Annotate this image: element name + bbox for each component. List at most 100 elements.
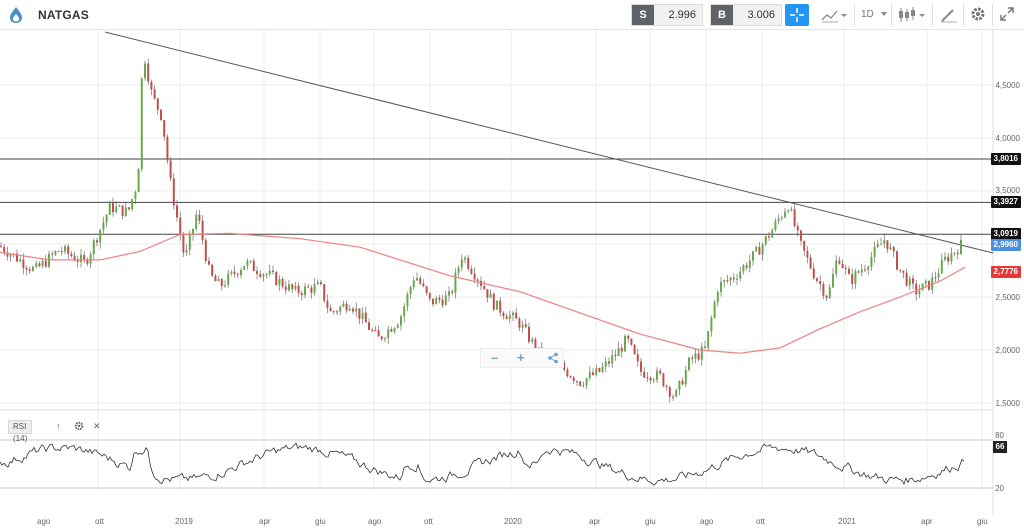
- candle: [124, 207, 127, 216]
- candle: [720, 281, 722, 292]
- current-price-label: 2,9960: [990, 239, 1021, 251]
- candle: [582, 385, 585, 387]
- candle: [684, 369, 687, 385]
- candle: [185, 249, 188, 253]
- candle: [25, 268, 28, 270]
- candle: [665, 386, 668, 388]
- candle: [201, 220, 204, 241]
- candle: [137, 169, 140, 193]
- y-tick: 1,5000: [995, 399, 1020, 408]
- candle: [636, 354, 639, 362]
- candle: [108, 202, 111, 215]
- candle: [220, 279, 223, 287]
- candle: [713, 302, 716, 318]
- candle: [96, 240, 98, 243]
- candle: [464, 257, 466, 260]
- candle: [960, 239, 962, 255]
- candle: [451, 291, 454, 293]
- candle: [70, 253, 73, 257]
- candle: [128, 207, 130, 210]
- candle: [937, 273, 940, 278]
- sell-button[interactable]: S 2.996: [631, 4, 703, 26]
- price-chart[interactable]: [0, 30, 1024, 531]
- x-tick: 2020: [504, 517, 522, 526]
- candle: [844, 267, 847, 269]
- candle: [531, 339, 534, 342]
- candle: [224, 285, 226, 287]
- candle: [630, 338, 633, 345]
- x-tick: ago: [368, 517, 382, 526]
- candle: [851, 274, 854, 284]
- candle: [265, 274, 268, 276]
- candle: [585, 378, 588, 386]
- candle: [627, 335, 630, 339]
- x-tick: 2019: [175, 517, 193, 526]
- candle: [345, 303, 348, 311]
- candle: [668, 387, 671, 397]
- timeframe-dropdown[interactable]: 1D: [861, 8, 888, 26]
- candle: [790, 209, 793, 211]
- candle: [883, 240, 886, 244]
- arrow-up-icon[interactable]: ↑: [56, 421, 61, 431]
- candle: [848, 268, 850, 275]
- zoom-out-button[interactable]: –: [491, 350, 499, 365]
- fullscreen-button[interactable]: [999, 6, 1015, 24]
- x-tick: apr: [921, 517, 933, 526]
- candle: [432, 298, 434, 305]
- candle: [371, 329, 374, 331]
- candle: [624, 335, 626, 352]
- candle: [793, 209, 796, 227]
- candle-style-button[interactable]: [897, 6, 927, 24]
- candle: [195, 214, 198, 229]
- x-tick: giu: [977, 517, 988, 526]
- candle: [742, 265, 745, 272]
- candle: [838, 260, 841, 264]
- candle: [454, 272, 457, 293]
- rsi-tick-low: 20: [995, 484, 1004, 493]
- crosshair-button[interactable]: [785, 4, 809, 26]
- candle: [873, 246, 876, 258]
- settings-button[interactable]: [970, 6, 986, 24]
- candle: [835, 260, 838, 274]
- gear-icon[interactable]: [74, 421, 84, 431]
- candle: [812, 268, 815, 279]
- buy-button[interactable]: B 3.006: [710, 4, 782, 26]
- candle: [233, 271, 236, 274]
- zoom-in-button[interactable]: +: [517, 350, 525, 365]
- drawing-tools-button[interactable]: [939, 6, 961, 24]
- candle: [512, 312, 514, 316]
- candle: [329, 307, 332, 312]
- candle: [598, 367, 601, 372]
- candle: [377, 330, 380, 337]
- timeframe-label: 1D: [861, 9, 874, 20]
- candle: [425, 286, 428, 293]
- candle: [492, 293, 495, 310]
- share-icon[interactable]: [547, 352, 559, 364]
- candle: [688, 357, 690, 370]
- gas-flame-icon: [10, 7, 22, 23]
- candle: [716, 291, 719, 303]
- candle: [896, 251, 898, 270]
- candle: [931, 277, 934, 290]
- candle: [476, 279, 479, 282]
- candle: [732, 277, 735, 280]
- candle: [777, 218, 780, 222]
- candle: [38, 263, 41, 267]
- candle: [576, 381, 578, 383]
- candle: [144, 63, 146, 79]
- candle: [563, 363, 566, 370]
- rsi-tick-high: 80: [995, 431, 1004, 440]
- close-icon[interactable]: ✕: [93, 421, 101, 431]
- candle: [268, 270, 271, 275]
- candle: [44, 260, 47, 267]
- candle: [169, 160, 172, 179]
- candle: [489, 293, 492, 298]
- rsi-indicator-label[interactable]: RSI (14): [8, 420, 33, 443]
- candle: [768, 236, 770, 238]
- candle: [915, 283, 918, 295]
- candle: [32, 266, 34, 271]
- candle: [726, 280, 729, 282]
- chart-type-button[interactable]: [820, 6, 848, 24]
- candle: [905, 272, 908, 286]
- candle: [764, 236, 767, 245]
